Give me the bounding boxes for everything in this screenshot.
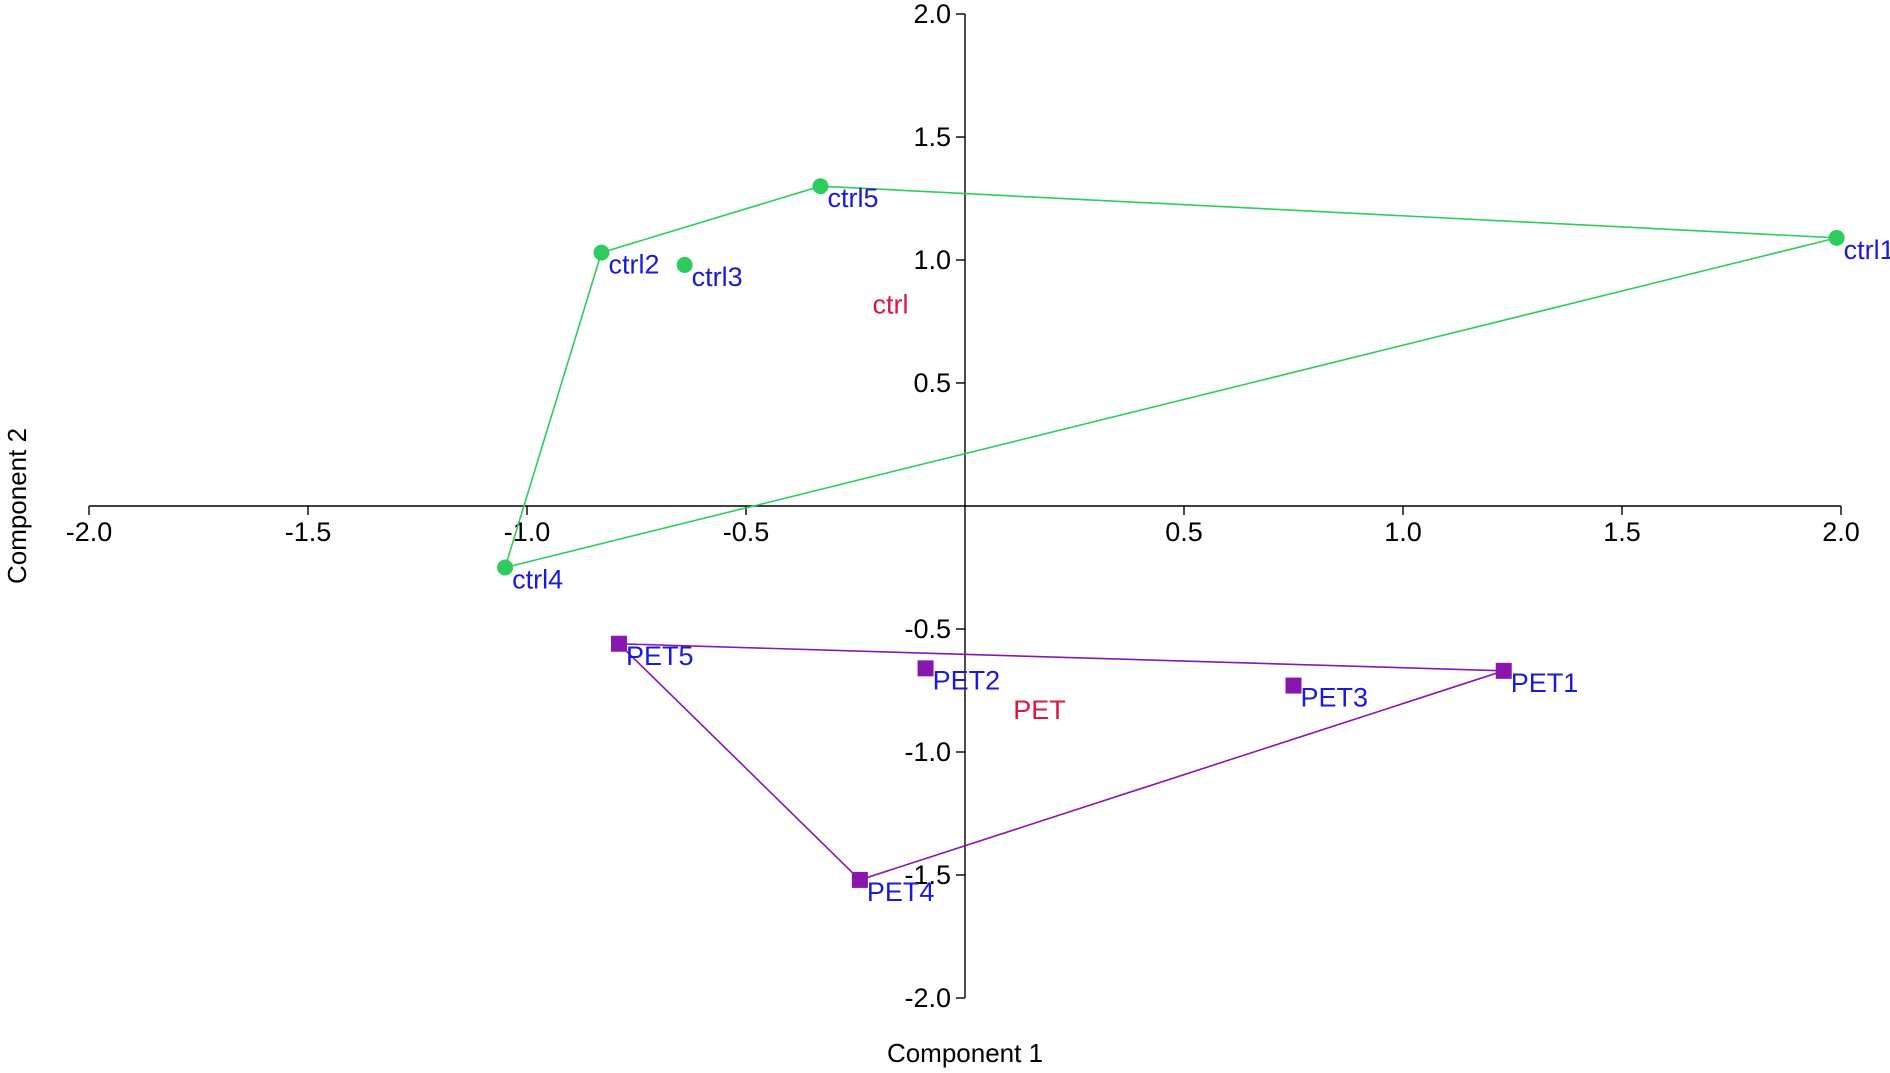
point-pet1 (1495, 662, 1512, 679)
x-tick-label: 1.0 (1384, 517, 1422, 547)
x-tick-label: -0.5 (723, 517, 770, 547)
y-tick-label: 1.0 (913, 245, 951, 275)
y-tick-label: 0.5 (913, 368, 951, 398)
y-tick-label: -2.0 (904, 983, 951, 1013)
label-ctrl3: ctrl3 (692, 262, 743, 292)
label-ctrl1: ctrl1 (1844, 235, 1890, 265)
label-ctrl4: ctrl4 (512, 565, 563, 595)
x-tick-label: 0.5 (1165, 517, 1203, 547)
x-tick-label: -1.5 (285, 517, 332, 547)
pet-hull-line (618, 642, 1504, 881)
point-ctrl2 (593, 244, 610, 261)
y-tick-label: 1.5 (913, 122, 951, 152)
data-points (497, 178, 1845, 888)
point-pet4 (851, 871, 868, 888)
label-pet1: PET1 (1511, 668, 1579, 698)
point-ctrl1 (1828, 229, 1845, 246)
x-tick-label: 2.0 (1822, 517, 1860, 547)
group-centroid-labels: ctrl PET (873, 289, 1066, 725)
x-tick-label: -2.0 (66, 517, 113, 547)
ctrl-hull-line (503, 185, 1837, 569)
x-axis-ticks: -2.0 -1.5 -1.0 -0.5 0.5 1.0 1.5 2.0 (66, 506, 1860, 547)
label-pet2: PET2 (933, 665, 1001, 695)
point-ctrl4 (497, 559, 514, 576)
axes (89, 14, 1841, 998)
point-pet5 (610, 635, 627, 652)
x-tick-label: 1.5 (1603, 517, 1641, 547)
point-ctrl5 (812, 178, 829, 195)
y-tick-label: 2.0 (913, 0, 951, 29)
label-ctrl5: ctrl5 (827, 183, 878, 213)
y-axis-ticks: 2.0 1.5 1.0 0.5 -0.5 -1.0 -1.5 -2.0 (904, 0, 965, 1013)
y-axis-title: Component 2 (2, 428, 32, 584)
centroid-label-ctrl: ctrl (873, 289, 909, 319)
point-pet2 (917, 660, 934, 677)
y-tick-label: -1.5 (904, 860, 951, 890)
x-axis-title: Component 1 (887, 1038, 1043, 1068)
y-tick-label: -0.5 (904, 614, 951, 644)
centroid-label-pet: PET (1013, 695, 1066, 725)
label-pet4: PET4 (867, 877, 935, 907)
label-ctrl2: ctrl2 (608, 250, 659, 280)
point-ctrl3 (676, 256, 693, 273)
label-pet5: PET5 (626, 641, 694, 671)
x-tick-label: -1.0 (504, 517, 551, 547)
point-pet3 (1285, 677, 1302, 694)
y-tick-label: -1.0 (904, 737, 951, 767)
label-pet3: PET3 (1301, 683, 1369, 713)
point-labels: ctrl1 ctrl2 ctrl3 ctrl4 ctrl5 PET1 PET2 PET3 PET… (512, 183, 1890, 907)
